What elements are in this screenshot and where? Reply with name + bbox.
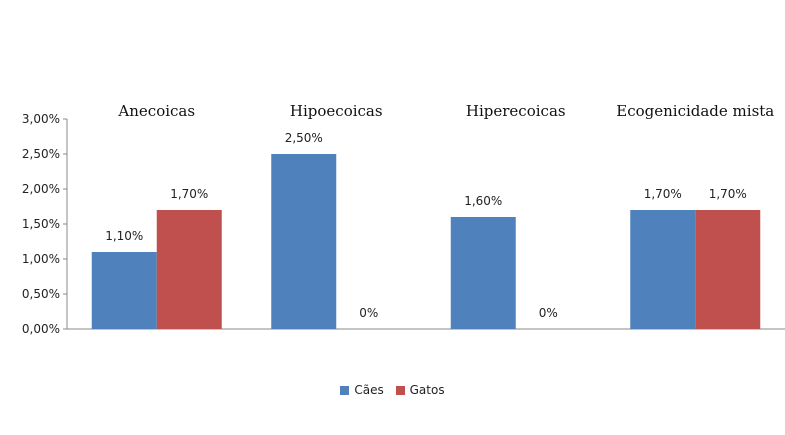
data-labels: 1,10% 1,70% 2,50% 0% 1,60% 0% 1,70% 1,70%	[105, 131, 747, 320]
category-label: Hiperecoicas	[466, 102, 566, 120]
legend: Cães Gatos	[0, 383, 785, 398]
y-tick-label: 1,50%	[22, 217, 60, 231]
data-label-gatos: 1,70%	[709, 187, 747, 201]
legend-swatch-gatos	[395, 385, 405, 395]
legend-swatch-caes	[340, 385, 350, 395]
y-tick-label: 2,00%	[22, 182, 60, 196]
legend-item-gatos: Gatos	[395, 383, 445, 397]
y-tick-label: 0,50%	[22, 287, 60, 301]
data-label-caes: 1,10%	[105, 229, 143, 243]
y-tick-label: 3,00%	[22, 112, 60, 126]
data-label-caes: 1,60%	[464, 194, 502, 208]
data-label-caes: 2,50%	[285, 131, 323, 145]
data-label-gatos: 0%	[539, 306, 558, 320]
category-label: Anecoicas	[117, 102, 195, 120]
data-label-gatos: 1,70%	[170, 187, 208, 201]
bar-caes	[630, 210, 696, 329]
y-tick-label: 1,00%	[22, 252, 60, 266]
legend-label-caes: Cães	[354, 383, 384, 397]
legend-label-gatos: Gatos	[409, 383, 445, 397]
bars	[91, 154, 761, 329]
category-labels: Anecoicas Hipoecoicas Hiperecoicas Ecogenic…	[117, 102, 774, 120]
category-label: Hipoecoicas	[290, 102, 383, 120]
bar-caes	[91, 252, 157, 329]
legend-item-caes: Cães	[340, 383, 384, 397]
data-label-gatos: 0%	[359, 306, 378, 320]
data-label-caes: 1,70%	[644, 187, 682, 201]
bar-gatos	[156, 210, 222, 329]
y-axis: 0,00% 0,50% 1,00% 1,50% 2,00% 2,50% 3,00%	[22, 112, 68, 336]
y-tick-label: 0,00%	[22, 322, 60, 336]
bar-gatos	[695, 210, 761, 329]
bar-caes	[271, 154, 337, 329]
y-tick-label: 2,50%	[22, 147, 60, 161]
category-label: Ecogenicidade mista	[616, 102, 774, 120]
bar-caes	[450, 217, 516, 329]
bar-chart: 0,00% 0,50% 1,00% 1,50% 2,00% 2,50% 3,00% 1,10…	[22, 102, 785, 336]
